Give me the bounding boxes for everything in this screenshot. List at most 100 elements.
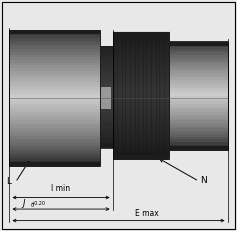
- Bar: [9, 30, 100, 34]
- Bar: [113, 138, 169, 143]
- Bar: [113, 100, 169, 104]
- Bar: [169, 44, 228, 47]
- Bar: [100, 143, 113, 148]
- Bar: [169, 77, 228, 79]
- Bar: [9, 147, 100, 150]
- Bar: [9, 139, 100, 142]
- Bar: [113, 58, 169, 62]
- Bar: [9, 54, 100, 57]
- Bar: [113, 32, 169, 159]
- Bar: [100, 51, 113, 56]
- Bar: [169, 120, 228, 123]
- Bar: [113, 66, 169, 70]
- Bar: [169, 146, 228, 150]
- Bar: [9, 38, 100, 41]
- Bar: [113, 74, 169, 79]
- Bar: [169, 71, 228, 74]
- Bar: [169, 42, 228, 150]
- Bar: [169, 90, 228, 93]
- Bar: [9, 82, 100, 85]
- Bar: [169, 142, 228, 145]
- Bar: [169, 47, 228, 50]
- Bar: [9, 63, 100, 65]
- Bar: [169, 66, 228, 69]
- Bar: [113, 121, 169, 125]
- Bar: [9, 122, 100, 125]
- Bar: [169, 106, 228, 109]
- Text: L: L: [6, 177, 11, 186]
- Bar: [113, 36, 169, 41]
- Bar: [9, 43, 100, 46]
- Bar: [9, 76, 100, 79]
- Bar: [9, 158, 100, 161]
- Bar: [9, 161, 100, 164]
- Bar: [113, 134, 169, 138]
- Bar: [169, 125, 228, 128]
- Text: E max: E max: [135, 209, 159, 218]
- Bar: [9, 106, 100, 109]
- Bar: [9, 92, 100, 95]
- Text: 0: 0: [31, 203, 34, 208]
- Bar: [100, 112, 113, 117]
- Bar: [100, 46, 113, 51]
- Bar: [9, 133, 100, 136]
- Bar: [9, 60, 100, 63]
- Bar: [113, 108, 169, 113]
- Bar: [9, 57, 100, 60]
- Bar: [9, 79, 100, 82]
- Bar: [113, 87, 169, 92]
- Bar: [113, 70, 169, 75]
- Bar: [100, 127, 113, 133]
- Bar: [113, 49, 169, 54]
- Bar: [113, 117, 169, 121]
- Bar: [9, 101, 100, 104]
- Bar: [113, 125, 169, 130]
- Bar: [169, 82, 228, 85]
- Bar: [169, 96, 228, 99]
- Bar: [100, 132, 113, 138]
- Bar: [100, 107, 113, 112]
- Bar: [9, 131, 100, 134]
- Bar: [9, 112, 100, 115]
- Bar: [169, 139, 228, 142]
- Bar: [113, 104, 169, 109]
- Bar: [9, 87, 100, 90]
- Bar: [100, 97, 113, 102]
- Bar: [169, 55, 228, 58]
- Bar: [169, 79, 228, 82]
- Bar: [113, 146, 169, 151]
- Bar: [9, 46, 100, 49]
- Bar: [9, 109, 100, 112]
- Bar: [113, 62, 169, 66]
- Bar: [9, 49, 100, 52]
- Bar: [9, 65, 100, 68]
- Bar: [113, 151, 169, 155]
- Bar: [113, 32, 169, 36]
- Bar: [169, 60, 228, 63]
- Bar: [9, 41, 100, 44]
- Bar: [9, 52, 100, 55]
- Bar: [169, 134, 228, 137]
- Bar: [100, 46, 113, 148]
- Bar: [100, 66, 113, 72]
- Bar: [113, 45, 169, 49]
- Bar: [113, 32, 169, 36]
- Bar: [169, 52, 228, 55]
- Text: J: J: [23, 199, 25, 208]
- Bar: [113, 91, 169, 96]
- Bar: [169, 49, 228, 52]
- Bar: [101, 87, 111, 109]
- Bar: [9, 120, 100, 123]
- Bar: [169, 112, 228, 115]
- Bar: [169, 131, 228, 134]
- Bar: [113, 155, 169, 159]
- Bar: [9, 117, 100, 120]
- Bar: [169, 88, 228, 90]
- Bar: [169, 123, 228, 126]
- Bar: [113, 155, 169, 159]
- Bar: [113, 83, 169, 87]
- Bar: [9, 98, 100, 101]
- Bar: [9, 90, 100, 93]
- Bar: [113, 41, 169, 45]
- Bar: [169, 104, 228, 107]
